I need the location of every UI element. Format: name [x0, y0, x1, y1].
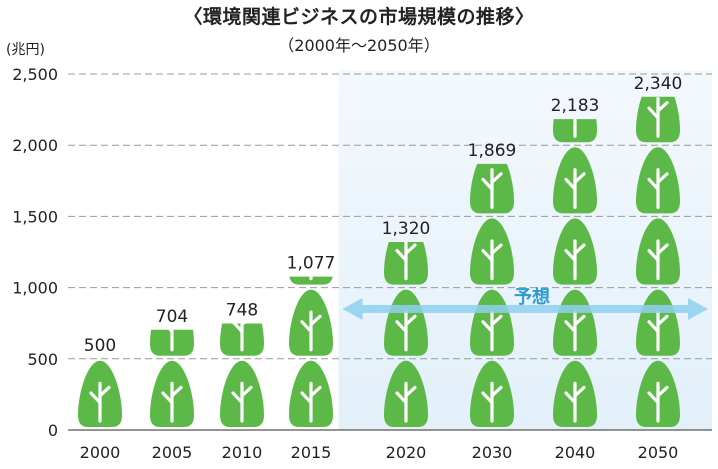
x-tick-label: 2010: [222, 443, 263, 462]
bar: [289, 276, 333, 427]
data-label: 1,869: [468, 141, 517, 161]
bar: [78, 360, 122, 427]
y-tick-label: 2,500: [12, 65, 58, 84]
label-layer: 0 500 1,000 1,500 2,000 2,500 500 2000 704 2005 74…: [12, 65, 682, 462]
data-label: 500: [84, 336, 116, 356]
data-label: 1,320: [382, 219, 431, 239]
forecast-arrow: [342, 297, 708, 320]
x-tick-label: 2000: [80, 443, 121, 462]
data-label: 2,340: [634, 74, 683, 94]
bar: [150, 329, 194, 427]
y-tick-label: 1,000: [12, 279, 58, 298]
y-tick-label: 0: [48, 421, 58, 440]
forecast-annotation: 予想: [514, 286, 550, 308]
data-label: 748: [226, 300, 258, 320]
x-tick-label: 2030: [472, 443, 513, 462]
bar: [220, 323, 264, 427]
grid-layer: [68, 73, 712, 431]
forecast-arrow-layer: 予想: [342, 286, 708, 320]
data-label: 1,077: [287, 254, 336, 274]
x-tick-label: 2050: [638, 443, 679, 462]
x-tick-label: 2015: [291, 443, 332, 462]
data-label: 704: [156, 307, 188, 327]
y-axis-unit-label: (兆円): [6, 42, 45, 58]
chart-title: 〈環境関連ビジネスの市場規模の推移〉: [183, 6, 535, 28]
x-tick-label: 2020: [386, 443, 427, 462]
chart-subtitle: （2000年〜2050年）: [278, 36, 440, 55]
y-tick-label: 1,500: [12, 207, 58, 226]
x-tick-label: 2005: [152, 443, 193, 462]
bar: [384, 242, 428, 427]
y-tick-label: 2,000: [12, 136, 58, 155]
y-tick-label: 500: [27, 350, 58, 369]
data-label: 2,183: [551, 96, 600, 116]
x-tick-label: 2040: [555, 443, 596, 462]
